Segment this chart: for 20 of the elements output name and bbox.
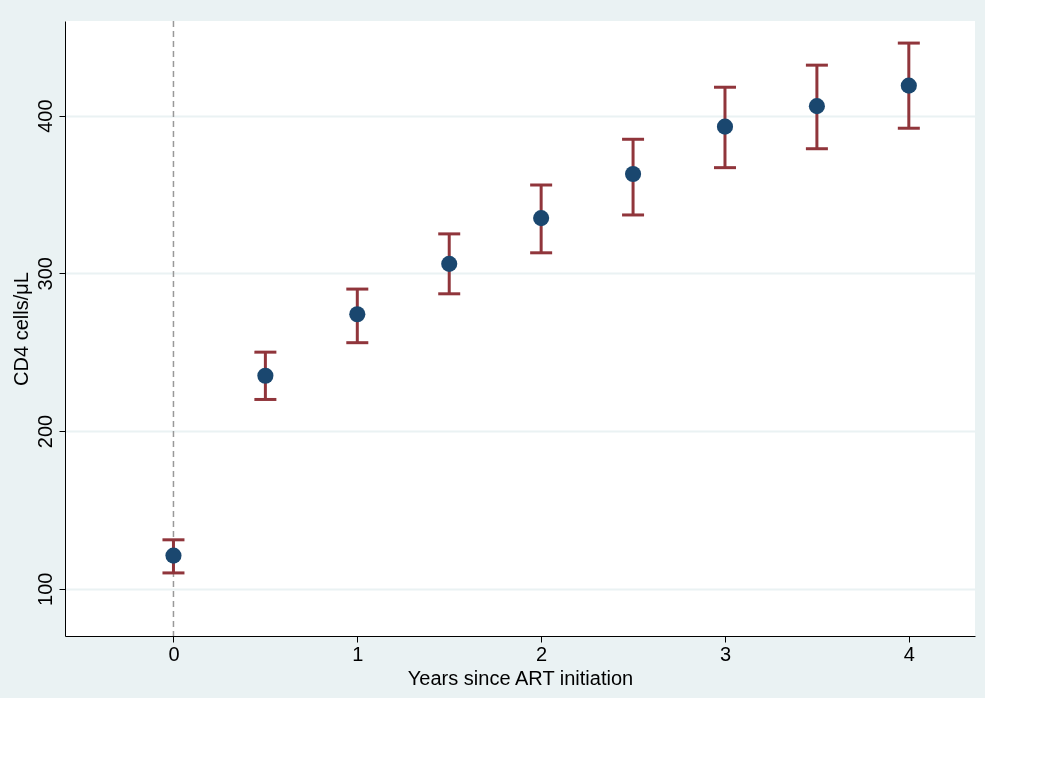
x-tick-label: 2: [536, 642, 548, 665]
x-tick-label: 0: [168, 642, 180, 665]
y-tick-label: 100: [33, 572, 56, 606]
x-tick-label: 1: [352, 642, 364, 665]
y-axis-title: CD4 cells/μL: [9, 272, 32, 386]
point: [900, 77, 917, 94]
point: [533, 210, 550, 227]
point: [441, 255, 458, 272]
point: [716, 118, 734, 135]
point: [349, 306, 366, 323]
point: [625, 165, 642, 183]
x-tick-label: 3: [719, 642, 732, 665]
x-axis-title: Years since ART initiation: [407, 666, 634, 689]
y-tick-label: 300: [33, 257, 56, 291]
x-tick-label: 4: [903, 642, 915, 665]
y-tick-label: 400: [33, 99, 56, 133]
y-tick-label: 200: [33, 414, 56, 449]
point: [257, 367, 274, 384]
point: [165, 547, 182, 564]
point: [808, 98, 825, 115]
